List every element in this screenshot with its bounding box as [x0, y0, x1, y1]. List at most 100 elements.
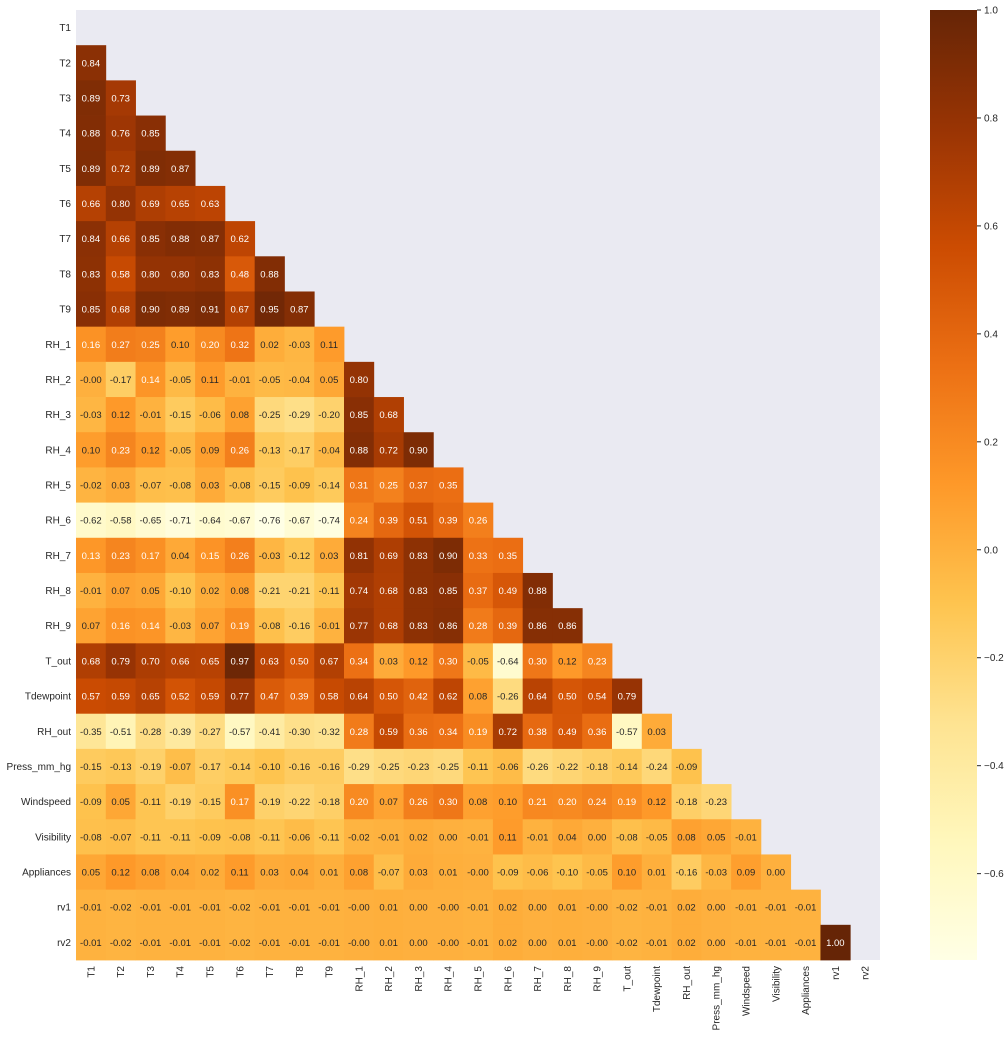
heatmap-cell — [135, 150, 166, 187]
y-tick-label: Appliances — [22, 868, 71, 879]
heatmap-cell — [224, 608, 256, 644]
cell-value-label: 0.21 — [528, 797, 547, 808]
cell-value-label: -0.71 — [169, 516, 191, 527]
heatmap-cell — [105, 256, 136, 292]
heatmap-cell — [195, 608, 226, 644]
cell-value-label: -0.00 — [80, 375, 102, 386]
heatmap-cell — [254, 608, 285, 644]
heatmap-cell — [165, 150, 196, 187]
heatmap-cell — [105, 115, 136, 152]
cell-value-label: -0.11 — [468, 762, 489, 773]
heatmap-cell — [463, 572, 494, 609]
heatmap-cell — [671, 889, 702, 926]
cell-value-label: 0.01 — [558, 903, 577, 914]
cell-value-label: 0.03 — [111, 481, 130, 492]
cell-value-label: 0.26 — [409, 797, 428, 808]
heatmap-cell — [76, 115, 107, 152]
y-axis-tick-labels: T1 T2 T3 T4 T5 T6 T7 T8 T9 RH_1 RH_2 RH_3 RH_4 RH_5 RH… — [7, 23, 72, 949]
cell-value-label: 0.69 — [379, 551, 398, 562]
cell-value-label: -0.01 — [318, 938, 340, 949]
cell-value-label: -0.01 — [318, 903, 340, 914]
x-tick-label: T6 — [235, 966, 246, 978]
cell-value-label: -0.14 — [616, 762, 638, 773]
heatmap-cell — [76, 678, 107, 715]
heatmap-cell — [195, 326, 226, 363]
cell-value-label: -0.01 — [199, 903, 221, 914]
cell-value-label: 0.17 — [141, 551, 160, 562]
heatmap-cell — [403, 432, 434, 468]
heatmap-cell — [552, 924, 583, 961]
heatmap-cell — [135, 397, 166, 433]
cell-value-label: -0.04 — [318, 445, 340, 456]
heatmap-cell — [314, 432, 345, 468]
heatmap-cell — [76, 502, 107, 539]
cell-value-label: 0.70 — [141, 656, 160, 667]
heatmap-cell — [284, 889, 315, 926]
cell-value-label: -0.01 — [467, 938, 489, 949]
heatmap-cell — [165, 713, 196, 750]
cell-value-label: 0.90 — [439, 551, 458, 562]
heatmap-cell — [314, 361, 345, 398]
heatmap-cell — [552, 713, 583, 750]
heatmap-cell — [284, 397, 315, 433]
cell-value-label: 0.07 — [111, 586, 130, 597]
heatmap-cell — [731, 854, 762, 891]
cell-value-label: 0.62 — [439, 692, 458, 703]
heatmap-cell — [403, 608, 434, 644]
heatmap-cell — [492, 784, 524, 820]
heatmap-cell — [254, 854, 285, 891]
heatmap-cell — [105, 854, 136, 891]
heatmap-cell — [165, 256, 196, 292]
cell-value-label: 0.11 — [231, 868, 249, 879]
cell-value-label: 0.88 — [528, 586, 547, 597]
y-tick-label: rv1 — [57, 903, 71, 914]
heatmap-cell — [165, 221, 196, 257]
cell-value-label: -0.17 — [199, 762, 221, 773]
cell-value-label: -0.16 — [676, 868, 698, 879]
cell-value-label: 0.12 — [409, 656, 428, 667]
heatmap-cell — [135, 748, 166, 785]
heatmap-cell — [224, 819, 256, 855]
cell-value-label: 0.87 — [290, 305, 309, 316]
x-tick-label: T5 — [206, 966, 217, 978]
x-tick-label: RH_out — [682, 966, 693, 1000]
heatmap-cell — [76, 256, 107, 292]
cell-value-label: -0.00 — [348, 903, 370, 914]
heatmap-cell — [344, 467, 375, 503]
heatmap-cell — [492, 889, 524, 926]
y-tick-label: T7 — [59, 234, 71, 245]
heatmap-cell — [373, 819, 404, 855]
cell-value-label: 0.09 — [737, 868, 756, 879]
heatmap-cell — [284, 502, 315, 539]
cell-value-label: 0.08 — [141, 868, 160, 879]
heatmap-cell — [552, 784, 583, 820]
cell-value-label: -0.14 — [229, 762, 251, 773]
cell-value-label: -0.18 — [586, 762, 608, 773]
heatmap-cell — [105, 537, 136, 574]
cell-value-label: 0.73 — [111, 93, 130, 104]
colorbar-tick-label: −0.6 — [984, 869, 1004, 880]
cell-value-label: 0.80 — [141, 269, 160, 280]
heatmap-cell — [224, 643, 256, 679]
heatmap-cell — [373, 572, 404, 609]
cell-value-label: 0.20 — [201, 340, 220, 351]
cell-value-label: -0.11 — [319, 832, 340, 843]
heatmap-cell — [344, 819, 375, 855]
cell-value-label: 0.42 — [409, 692, 428, 703]
colorbar-tick-label: 0.2 — [984, 437, 998, 448]
cell-value-label: -0.00 — [437, 903, 459, 914]
cell-value-label: 0.00 — [528, 903, 547, 914]
heatmap-cell — [641, 713, 672, 750]
heatmap-cell — [195, 854, 226, 891]
cell-value-label: 0.74 — [350, 586, 369, 597]
cell-value-label: 0.90 — [141, 305, 160, 316]
cell-value-label: -0.02 — [229, 938, 251, 949]
cell-value-label: 0.01 — [379, 938, 398, 949]
cell-value-label: 0.59 — [111, 692, 130, 703]
heatmap-cell — [344, 678, 375, 715]
heatmap-cell — [195, 819, 226, 855]
heatmap-cell — [463, 678, 494, 715]
cell-value-label: 0.33 — [469, 551, 488, 562]
heatmap-cell — [135, 819, 166, 855]
cell-value-label: -0.17 — [289, 445, 311, 456]
